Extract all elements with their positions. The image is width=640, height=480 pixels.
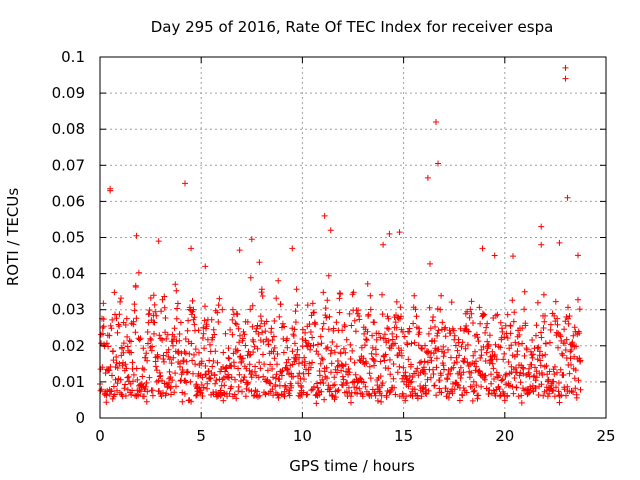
y-tick-label: 0.01 <box>52 373 85 391</box>
roti-outlier-point <box>538 223 545 230</box>
roti-outlier-point <box>202 263 209 270</box>
axis-ticks <box>99 56 607 419</box>
y-tick-label: 0.06 <box>52 192 85 210</box>
data-points <box>97 64 584 407</box>
x-tick-label: 0 <box>95 427 105 445</box>
roti-outlier-point <box>435 160 442 167</box>
roti-outlier-point <box>289 245 296 252</box>
y-tick-label: 0.02 <box>52 337 85 355</box>
roti-outlier-point <box>107 185 114 192</box>
roti-outlier-point <box>248 236 255 243</box>
roti-outlier-point <box>133 232 140 239</box>
roti-outlier-point <box>386 230 393 237</box>
x-tick-label: 5 <box>196 427 206 445</box>
y-axis-title: ROTI / TECUs <box>4 188 22 286</box>
roti-outlier-point <box>236 247 243 254</box>
x-tick-labels: 0 5 10 15 20 25 <box>95 427 615 445</box>
roti-outlier-point <box>538 241 545 248</box>
y-tick-label: 0.03 <box>52 301 85 319</box>
y-tick-label: 0 <box>75 409 85 427</box>
roti-outlier-point <box>479 245 486 252</box>
x-tick-label: 20 <box>495 427 514 445</box>
x-tick-label: 10 <box>293 427 312 445</box>
x-tick-label: 25 <box>596 427 615 445</box>
chart-title: Day 295 of 2016, Rate Of TEC Index for r… <box>151 18 554 36</box>
roti-outlier-point <box>556 239 563 246</box>
roti-outlier-point <box>424 174 431 181</box>
roti-outlier-point <box>155 238 162 245</box>
roti-outlier-point <box>396 229 403 236</box>
y-tick-label: 0.07 <box>52 156 85 174</box>
roti-outlier-point <box>321 212 328 219</box>
roti-outlier-point <box>562 75 569 82</box>
y-tick-labels: 0 0.01 0.02 0.03 0.04 0.05 0.06 0.07 0.08 0.09 0.1 <box>52 48 85 427</box>
roti-outlier-point <box>432 118 439 125</box>
roti-outlier-point <box>562 64 569 71</box>
y-tick-label: 0.08 <box>52 120 85 138</box>
y-tick-label: 0.1 <box>61 48 85 66</box>
roti-outlier-point <box>564 194 571 201</box>
y-tick-label: 0.09 <box>52 84 85 102</box>
y-tick-label: 0.04 <box>52 265 85 283</box>
x-axis-title: GPS time / hours <box>289 457 415 475</box>
roti-outlier-point <box>182 180 189 187</box>
roti-outlier-point <box>327 227 334 234</box>
roti-outlier-point <box>188 245 195 252</box>
y-tick-label: 0.05 <box>52 229 85 247</box>
roti-outlier-point <box>491 252 498 259</box>
x-tick-label: 15 <box>394 427 413 445</box>
